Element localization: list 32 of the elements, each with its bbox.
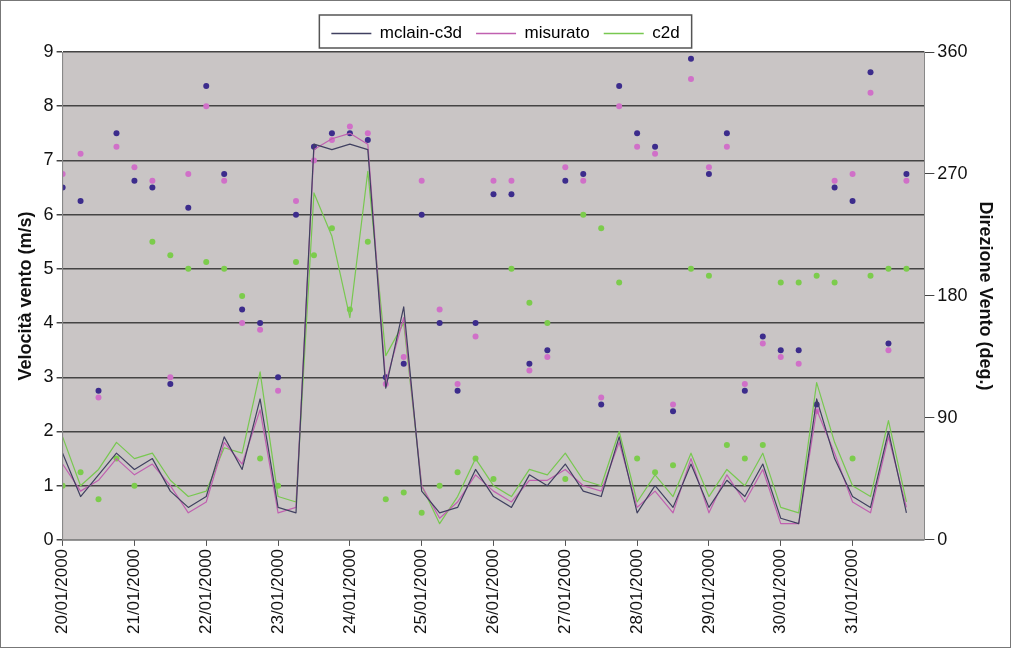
y2-tick-label: 90 — [937, 406, 958, 427]
y-tick-label: 2 — [43, 420, 54, 441]
y-tick-label: 8 — [43, 95, 54, 116]
x-tick-label: 22/01/2000 — [195, 548, 215, 635]
x-tick-label: 28/01/2000 — [626, 548, 646, 635]
legend-label: c2d — [652, 23, 680, 43]
x-tick-label: 26/01/2000 — [483, 548, 503, 635]
y-tick-label: 0 — [43, 528, 54, 549]
y-tick-label: 4 — [43, 312, 54, 333]
y-axis-title: Velocità vento (m/s) — [14, 211, 35, 381]
y-tick-label: 5 — [43, 257, 54, 278]
legend-label: misurato — [524, 23, 590, 43]
x-tick-label: 27/01/2000 — [554, 548, 574, 635]
y-tick-label: 3 — [43, 366, 54, 387]
y2-tick-label: 360 — [937, 40, 968, 61]
x-tick-label: 24/01/2000 — [339, 548, 359, 635]
y-tick-label: 6 — [43, 203, 54, 224]
y2-tick-label: 0 — [937, 528, 948, 549]
x-tick-label: 30/01/2000 — [770, 548, 790, 635]
y-tick-label: 7 — [43, 149, 54, 170]
y2-tick-label: 180 — [937, 284, 968, 305]
x-tick-label: 25/01/2000 — [411, 548, 431, 635]
x-tick-label: 21/01/2000 — [124, 548, 144, 635]
y2-axis-title: Direzione Vento (deg.) — [976, 201, 997, 391]
x-tick-label: 29/01/2000 — [698, 548, 718, 635]
y-tick-label: 9 — [43, 40, 54, 61]
y-tick-label: 1 — [43, 474, 54, 495]
x-tick-label: 31/01/2000 — [842, 548, 862, 635]
legend-label: mclain-c3d — [379, 23, 463, 43]
y2-tick-label: 270 — [937, 162, 968, 183]
x-tick-label: 23/01/2000 — [267, 548, 287, 635]
x-tick-label: 20/01/2000 — [52, 548, 72, 635]
